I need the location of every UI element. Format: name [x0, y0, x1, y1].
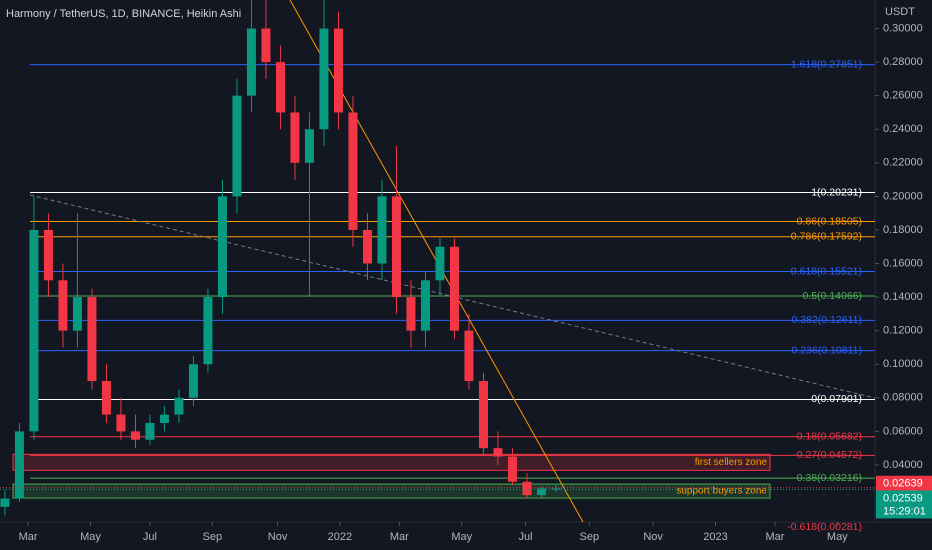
candle-body: [449, 246, 459, 331]
x-tick-label: Mar: [390, 531, 409, 543]
fib-label: 1(0.20231): [811, 186, 862, 198]
x-tick-label: May: [827, 531, 848, 543]
candle-body: [435, 246, 445, 281]
x-tick-label: Sep: [203, 531, 223, 543]
candle-body: [536, 488, 546, 496]
price-badge-label: 0.02539: [883, 492, 923, 504]
candle-body: [319, 28, 329, 130]
candle-body: [101, 381, 111, 415]
fib-label: -0.27(0.04572): [793, 449, 862, 461]
candle-body: [406, 297, 416, 331]
candle-body: [217, 196, 227, 298]
candle-body: [522, 481, 532, 496]
zone: [12, 453, 771, 471]
candle-body: [188, 364, 198, 398]
candle-body: [14, 431, 24, 499]
chart-title: Harmony / TetherUS, 1D, BINANCE, Heikin …: [6, 8, 241, 20]
y-tick-label: 0.08000: [883, 392, 923, 404]
y-tick-label: 0.22000: [883, 157, 923, 169]
x-tick-label: 2023: [703, 531, 727, 543]
candle-body: [377, 196, 387, 264]
candle-body: [72, 297, 82, 331]
x-tick-label: May: [80, 531, 101, 543]
fib-label: -0.38(0.03216): [793, 472, 862, 484]
y-tick-label: 0.04000: [883, 459, 923, 471]
candle-body: [507, 456, 517, 482]
candle-body: [493, 448, 503, 457]
candle-body: [130, 431, 140, 440]
fib-label: 0.5(0.14066): [802, 290, 862, 302]
candle-body: [43, 229, 53, 281]
fib-label: 0.86(0.18505): [797, 215, 862, 227]
x-tick-label: Nov: [643, 531, 663, 543]
candle-body: [362, 229, 372, 264]
candle-body: [261, 28, 271, 63]
candle-body: [145, 422, 155, 440]
fib-label: 0(0.07901): [811, 393, 862, 405]
x-tick-label: May: [451, 531, 472, 543]
candle-body: [58, 280, 68, 331]
y-tick-label: 0.10000: [883, 358, 923, 370]
y-tick-label: 0.24000: [883, 123, 923, 135]
y-tick-label: 0.16000: [883, 257, 923, 269]
candle-body: [275, 62, 285, 113]
zone-label: support buyers zone: [676, 486, 767, 497]
candle-body: [203, 297, 213, 365]
fib-label: 0.786(0.17592): [791, 231, 862, 243]
y-axis-label: USDT: [885, 6, 915, 18]
y-tick-label: 0.18000: [883, 224, 923, 236]
candle-body: [232, 95, 242, 197]
candle-body: [304, 129, 314, 163]
candle-body: [333, 28, 343, 113]
y-tick-label: 0.26000: [883, 90, 923, 102]
fib-label: 0.382(0.12611): [792, 314, 862, 326]
price-badge: [876, 475, 932, 492]
x-tick-label: Nov: [268, 531, 288, 543]
countdown: 15:29:01: [883, 505, 926, 517]
candle-body: [551, 488, 561, 490]
candle-body: [290, 112, 300, 163]
candle-body: [464, 330, 474, 382]
fib-label: -0.618(0.00281): [787, 521, 862, 533]
price-badge-label: 0.02639: [883, 478, 923, 490]
y-tick-label: 0.06000: [883, 425, 923, 437]
fib-label: -0.18(0.05682): [793, 430, 862, 442]
x-tick-label: Mar: [19, 531, 38, 543]
fib-label: 1.618(0.27851): [791, 58, 862, 70]
zone: [12, 483, 771, 499]
y-tick-label: 0.12000: [883, 325, 923, 337]
candle-body: [29, 229, 39, 432]
zone-label: first sellers zone: [695, 457, 768, 468]
candle-body: [246, 28, 256, 96]
fib-label: 0.618(0.15521): [791, 265, 862, 277]
candle-body: [420, 280, 430, 331]
y-tick-label: 0.14000: [883, 291, 923, 303]
x-tick-label: Jul: [518, 531, 532, 543]
plot-area: first sellers zone support buyers zone: [0, 0, 875, 522]
candle-body: [478, 381, 488, 449]
candle-body: [391, 196, 401, 298]
candle-body: [174, 397, 184, 415]
x-tick-label: 2022: [328, 531, 352, 543]
candle-body: [159, 414, 169, 423]
candle-body: [348, 112, 358, 230]
fib-label: 0.236(0.10811): [792, 344, 862, 356]
y-tick-label: 0.30000: [883, 22, 923, 34]
price-badge: [876, 490, 932, 519]
y-tick-label: 0.20000: [883, 190, 923, 202]
x-tick-label: Mar: [765, 531, 784, 543]
candle-body: [87, 297, 97, 382]
candle-body: [0, 498, 10, 507]
x-tick-label: Jul: [143, 531, 157, 543]
y-tick-label: 0.28000: [883, 56, 923, 68]
x-tick-label: Sep: [580, 531, 600, 543]
candle-body: [116, 414, 126, 432]
